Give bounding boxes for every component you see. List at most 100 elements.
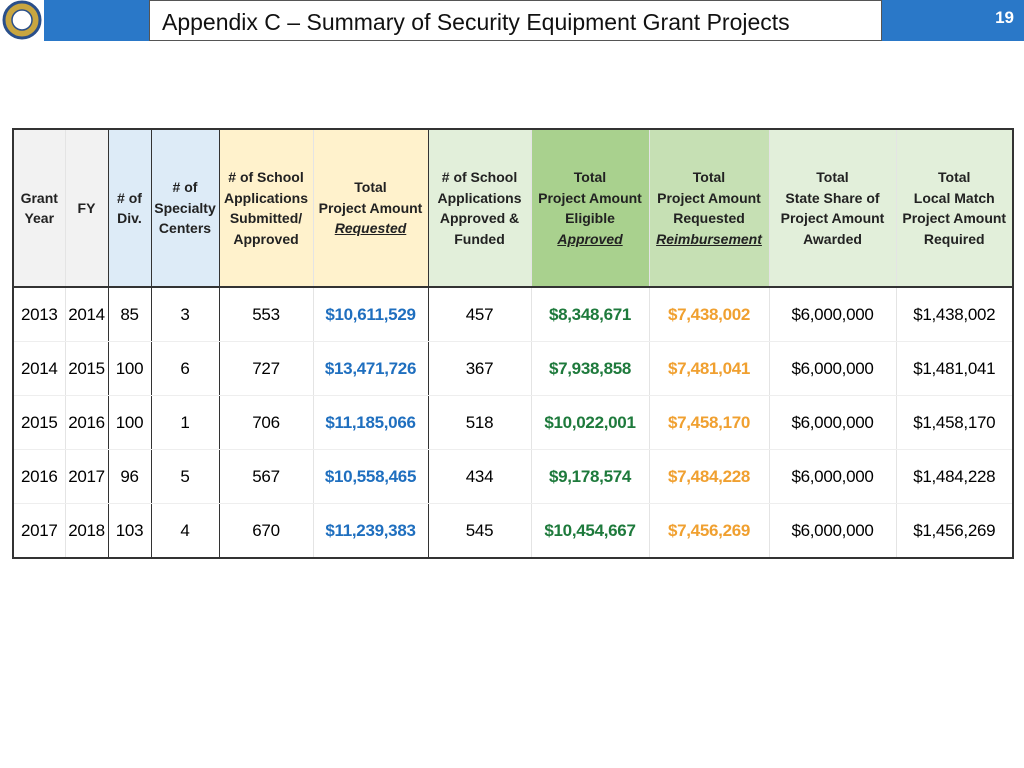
table-cell: $7,438,002 [649,287,770,342]
table-cell: $1,438,002 [896,287,1013,342]
table-cell: 670 [219,503,314,559]
column-header: Grant Year [13,129,66,288]
header-line: Requested [673,210,745,226]
table-row: 2017 2018 103 4 670 $11,239,383 545 $10,454,667… [13,503,1013,559]
page-number: 19 [995,8,1014,27]
table-cell: 5 [151,449,220,504]
table-cell: 96 [108,449,152,504]
header-line: Total [938,169,971,185]
column-header: # of School Applications Submitted/Approve… [219,129,314,288]
table-cell: 518 [428,395,532,450]
column-header: # of School Applications Approved & Funded [428,129,532,288]
table-cell: 2014 [13,341,66,396]
table-cell: 4 [151,503,220,559]
header-line: Approved & [439,210,520,226]
header-line: Project Amount [780,210,885,226]
table-cell: 103 [108,503,152,559]
header-line: Submitted/ [229,210,303,226]
header-line: # of School [441,169,518,185]
table-cell: $7,481,041 [649,341,770,396]
table-cell: $9,178,574 [531,449,650,504]
table-cell: $10,611,529 [313,287,429,342]
table-row: 2016 2017 96 5 567 $10,558,465 434 $9,178,574 $7… [13,449,1013,504]
table-row: 2014 2015 100 6 727 $13,471,726 367 $7,938,858 $… [13,341,1013,396]
table-cell: 545 [428,503,532,559]
header-line: FY [77,199,96,216]
column-header: Total Project Amount Requested Reimbursemen… [649,129,770,288]
table-cell: $7,484,228 [649,449,770,504]
table-cell: $6,000,000 [769,395,897,450]
header-line: Approved [233,230,299,247]
header-line: State Share of [785,189,880,206]
table-cell: $6,000,000 [769,287,897,342]
table-cell: $6,000,000 [769,449,897,504]
slide-title: Appendix C – Summary of Security Equipme… [149,0,882,41]
table-cell: $6,000,000 [769,503,897,559]
table-cell: 2017 [65,449,109,504]
table-cell: 85 [108,287,152,342]
table-cell: 100 [108,341,152,396]
table-cell: $1,458,170 [896,395,1013,450]
table-cell: 3 [151,287,220,342]
table-cell: 100 [108,395,152,450]
table-cell: 2017 [13,503,66,559]
header-line: Project Amount [318,199,423,216]
table-cell: $11,239,383 [313,503,429,559]
table-cell: $7,938,858 [531,341,650,396]
header-line: Required [923,230,985,247]
header-line: Project Amount [657,189,761,206]
header-line: Total [816,169,849,185]
header-line: Div. [117,210,142,226]
header-line: Total [692,169,726,185]
header-line: Local Match [913,189,995,206]
table-cell: $1,456,269 [896,503,1013,559]
header-line: Total [354,179,387,196]
table-cell: 706 [219,395,314,450]
column-header: Total Local Match Project Amount Required [896,129,1013,288]
header-line: Applications [437,189,522,206]
column-header: FY [65,129,109,288]
table-cell: $7,458,170 [649,395,770,450]
header-line: Requested [334,220,407,237]
table-row: 2013 2014 85 3 553 $10,611,529 457 $8,348,671 $7… [13,287,1013,342]
table-cell: $7,456,269 [649,503,770,559]
header-line: Funded [454,230,505,247]
table-cell: 553 [219,287,314,342]
column-header: Total Project Amount Requested [313,129,429,288]
header-line: Project Amount [538,189,642,206]
header-line: Specialty [154,199,216,216]
table-cell: 567 [219,449,314,504]
logo [0,0,44,41]
table-cell: 2016 [13,449,66,504]
table-cell: $10,022,001 [531,395,650,450]
table-cell: 434 [428,449,532,504]
table-cell: 2013 [13,287,66,342]
column-header: # of Specialty Centers [151,129,220,288]
table-cell: 2016 [65,395,109,450]
table-cell: 457 [428,287,532,342]
table-cell: 367 [428,341,532,396]
table-cell: $8,348,671 [531,287,650,342]
table-cell: 1 [151,395,220,450]
header-line: Grant [20,189,58,206]
table-cell: $6,000,000 [769,341,897,396]
header-line: # of [172,179,198,196]
header-line: Approved [557,230,623,247]
header-line: Eligible [565,210,615,226]
table-cell: 727 [219,341,314,396]
header-line: Reimbursement [656,230,762,247]
table-cell: $13,471,726 [313,341,429,396]
header-line: Awarded [803,230,862,247]
header-line: Centers [158,220,212,237]
header-line: Year [24,210,55,226]
grant-table: Grant Year FY # of Div. # of Specialty Centers #… [12,128,1014,559]
table-cell: 2015 [65,341,109,396]
column-header: Total Project Amount Eligible Approved [531,129,650,288]
column-header: # of Div. [108,129,152,288]
header-line: Total [573,169,607,185]
table-row: 2015 2016 100 1 706 $11,185,066 518 $10,022,001… [13,395,1013,450]
header-line: # of [117,189,142,206]
header-line: Applications [223,189,308,206]
header-line: Project Amount [902,210,1007,226]
